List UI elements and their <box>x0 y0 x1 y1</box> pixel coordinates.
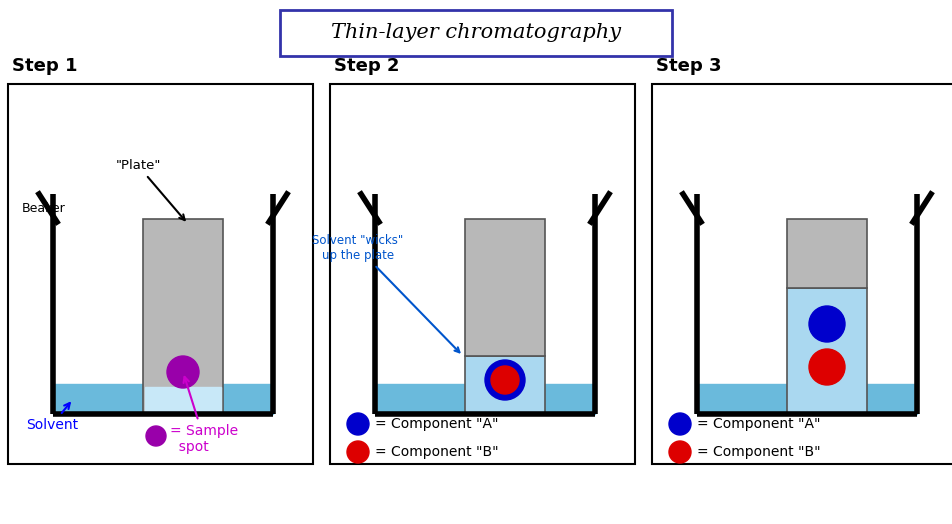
Text: Step 2: Step 2 <box>334 57 400 75</box>
Bar <box>652 84 952 464</box>
Bar <box>280 10 672 56</box>
Bar <box>787 219 867 288</box>
Bar <box>787 288 867 414</box>
Text: = Component "A": = Component "A" <box>697 417 821 431</box>
Bar <box>8 84 313 464</box>
Circle shape <box>347 441 369 463</box>
Circle shape <box>485 360 525 400</box>
Circle shape <box>809 306 845 342</box>
Circle shape <box>167 356 199 388</box>
Text: = Component "B": = Component "B" <box>697 445 821 459</box>
Bar <box>330 84 635 464</box>
Circle shape <box>146 426 166 446</box>
Text: Thin-layer chromatography: Thin-layer chromatography <box>331 24 621 42</box>
Bar <box>143 219 223 414</box>
Bar <box>375 384 595 414</box>
Text: Step 3: Step 3 <box>656 57 722 75</box>
Text: = Component "A": = Component "A" <box>375 417 499 431</box>
Text: Beaker: Beaker <box>22 202 66 215</box>
Text: Step 1: Step 1 <box>12 57 77 75</box>
Text: Solvent: Solvent <box>26 403 78 432</box>
Bar <box>53 384 273 414</box>
Circle shape <box>347 413 369 435</box>
Text: "Plate": "Plate" <box>115 159 185 220</box>
Circle shape <box>809 349 845 385</box>
Bar <box>697 384 917 414</box>
Circle shape <box>491 366 519 394</box>
Text: = Sample
  spot: = Sample spot <box>170 377 238 454</box>
Bar <box>465 356 545 414</box>
Bar <box>465 219 545 356</box>
Bar <box>145 387 221 413</box>
Text: Solvent "wicks"
up the plate: Solvent "wicks" up the plate <box>312 234 460 352</box>
Circle shape <box>669 413 691 435</box>
Circle shape <box>669 441 691 463</box>
Text: = Component "B": = Component "B" <box>375 445 499 459</box>
